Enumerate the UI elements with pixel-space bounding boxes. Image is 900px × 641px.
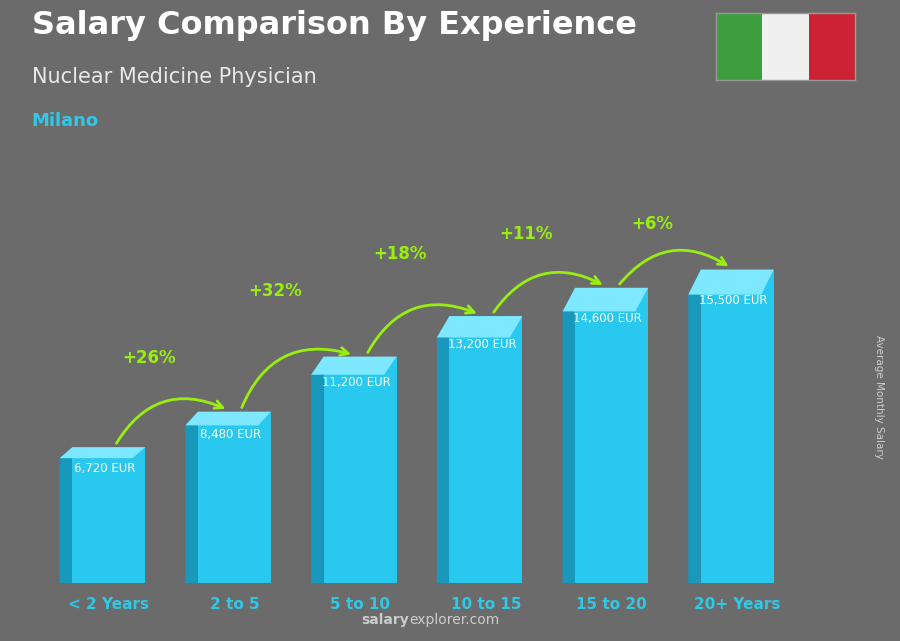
Polygon shape (59, 447, 72, 583)
Text: +11%: +11% (500, 225, 553, 243)
Text: +6%: +6% (631, 215, 673, 233)
Text: +26%: +26% (122, 349, 176, 367)
Polygon shape (688, 270, 701, 583)
Polygon shape (562, 288, 575, 583)
Bar (198, 412, 271, 583)
Bar (808, 13, 855, 80)
Polygon shape (59, 447, 145, 458)
Polygon shape (311, 356, 397, 375)
Bar (72, 447, 145, 583)
Text: 15,500 EUR: 15,500 EUR (699, 294, 768, 308)
Polygon shape (185, 412, 198, 583)
Bar (716, 13, 762, 80)
Bar (701, 270, 774, 583)
Bar (449, 316, 522, 583)
Bar (575, 288, 648, 583)
Polygon shape (562, 288, 648, 312)
Polygon shape (436, 316, 522, 338)
Polygon shape (185, 412, 271, 426)
Text: +32%: +32% (248, 282, 302, 300)
Polygon shape (436, 316, 449, 583)
Bar (762, 13, 808, 80)
Polygon shape (311, 356, 324, 583)
Text: 14,600 EUR: 14,600 EUR (573, 312, 643, 324)
Text: salary: salary (362, 613, 410, 627)
Bar (324, 356, 397, 583)
Text: Milano: Milano (32, 112, 99, 130)
Polygon shape (688, 270, 774, 295)
Text: 11,200 EUR: 11,200 EUR (322, 376, 391, 389)
Text: 8,480 EUR: 8,480 EUR (200, 428, 261, 441)
Text: 6,720 EUR: 6,720 EUR (75, 462, 136, 474)
Text: 13,200 EUR: 13,200 EUR (448, 338, 517, 351)
Text: explorer.com: explorer.com (410, 613, 500, 627)
Text: Average Monthly Salary: Average Monthly Salary (874, 335, 885, 460)
Text: Nuclear Medicine Physician: Nuclear Medicine Physician (32, 67, 316, 87)
Text: +18%: +18% (374, 246, 428, 263)
Text: Salary Comparison By Experience: Salary Comparison By Experience (32, 10, 636, 40)
